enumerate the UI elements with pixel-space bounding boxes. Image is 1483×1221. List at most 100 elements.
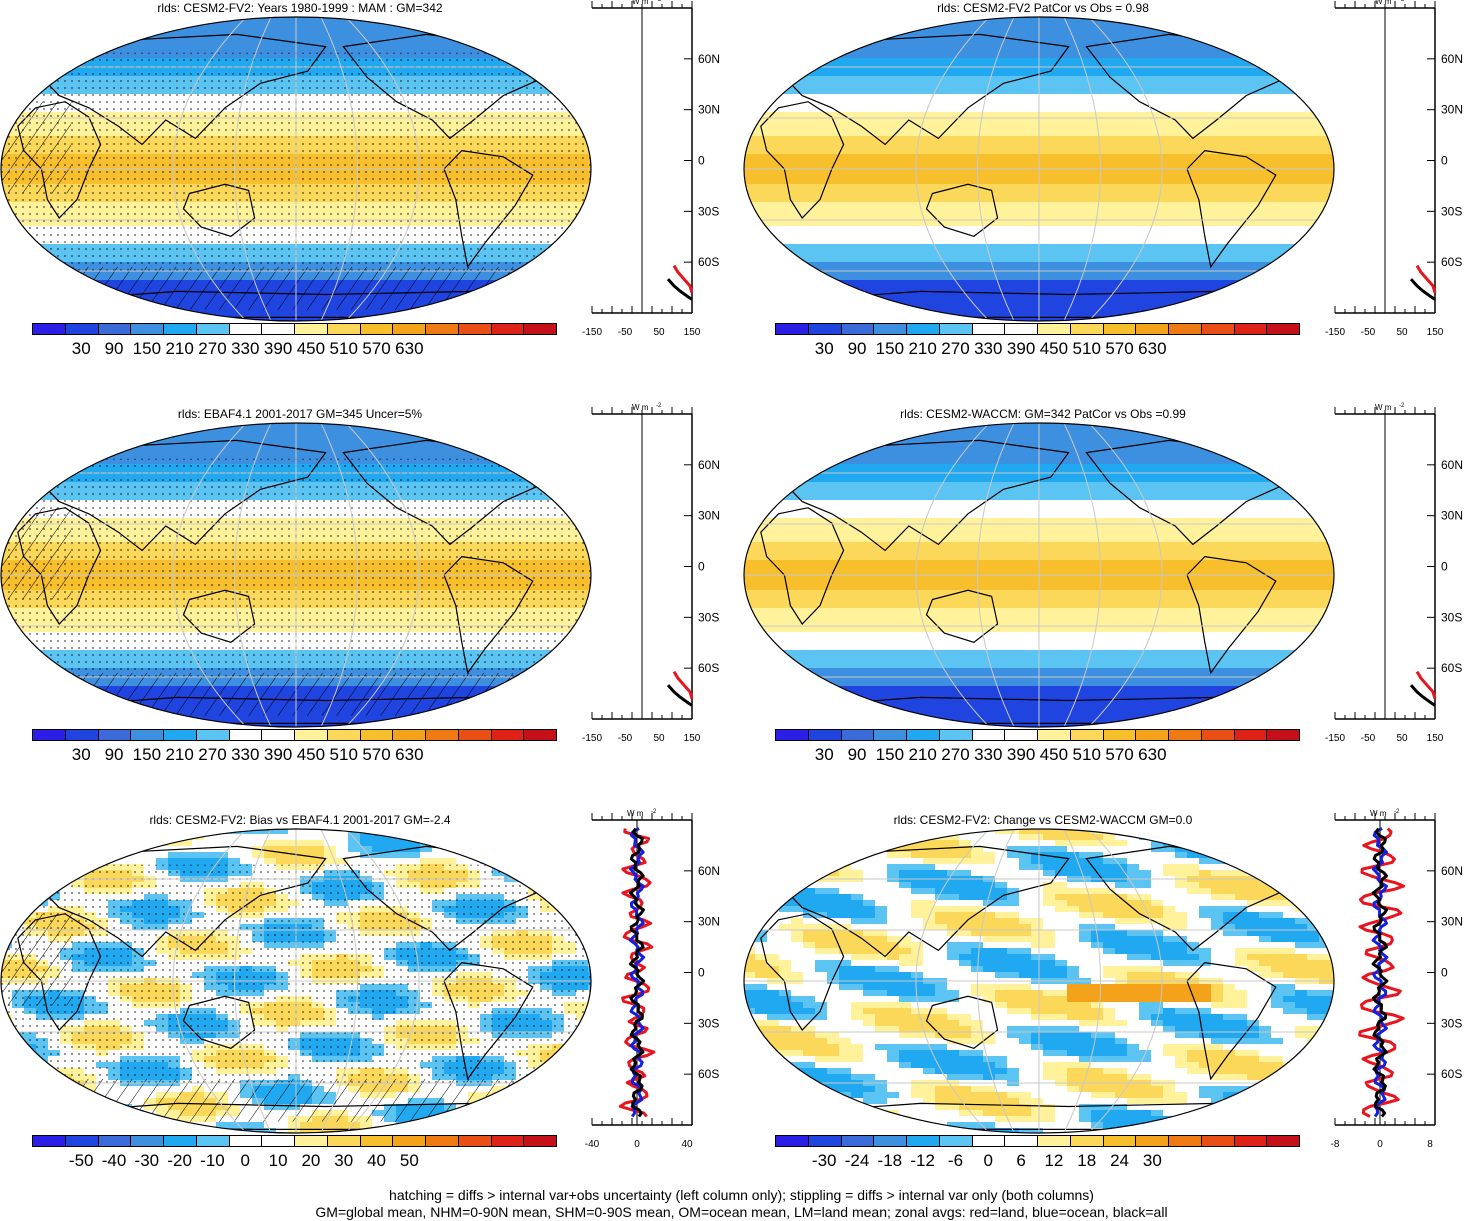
zonal-lat-label: 60N — [1441, 52, 1463, 66]
colorbar-label: -10 — [200, 1151, 225, 1170]
colorbar-swatch — [458, 730, 492, 740]
colorbar-label: 210 — [165, 339, 194, 358]
colorbar-swatch — [360, 324, 394, 334]
panel-patcor-fv2: rlds: CESM2-FV2 PatCor vs Obs = 0.98 30 9… — [743, 0, 1483, 400]
colorbar-label: 570 — [1105, 339, 1134, 358]
coastline — [925, 589, 999, 643]
colorbar-swatch — [907, 730, 940, 740]
map-field — [1, 829, 591, 1133]
colorbar-swatch — [393, 730, 426, 740]
colorbar-swatch — [1234, 1136, 1268, 1146]
world-map — [743, 16, 1335, 327]
colorbar-swatch — [1234, 730, 1268, 740]
map-field — [1, 17, 591, 321]
zonal-line-all — [1409, 278, 1436, 301]
colorbar-label: 90 — [847, 745, 867, 764]
zonal-line-all — [666, 278, 693, 301]
colorbar-swatch — [1070, 730, 1104, 740]
colorbar-label: 390 — [263, 745, 293, 764]
hatching-overlay — [1, 913, 72, 1006]
colorbar-label: 450 — [1039, 745, 1069, 764]
zonal-lat-label: 30N — [1441, 509, 1463, 523]
colorbar-label: 570 — [362, 745, 391, 764]
zonal-tick-label: 0 — [1377, 1139, 1383, 1150]
colorbar-label: 330 — [974, 745, 1003, 764]
colorbar-label: 150 — [132, 745, 162, 764]
colorbar-swatch — [426, 730, 459, 740]
colorbar-swatch — [808, 1136, 842, 1146]
colorbar-label: 18 — [1077, 1151, 1097, 1170]
zonal-line-all — [628, 827, 646, 1118]
colorbar-swatch — [196, 1136, 230, 1146]
colorbar-swatch — [524, 1136, 556, 1146]
colorbar-swatch — [1005, 324, 1038, 334]
zonal-mean-plot: 60N 30N 0 30S 60S W m -2 -150 -50 50 150 — [1325, 0, 1473, 346]
zonal-line-land — [672, 264, 694, 294]
colorbar-swatch — [1136, 1136, 1169, 1146]
colorbar-swatch — [33, 730, 66, 740]
colorbar-label: 10 — [268, 1151, 288, 1170]
colorbar-swatch — [939, 730, 973, 740]
zonal-tick-label: 8 — [1427, 1139, 1433, 1150]
colorbar-swatch — [1234, 324, 1268, 334]
coastline — [532, 433, 570, 463]
colorbar-label: 270 — [198, 745, 227, 764]
map-border — [743, 828, 1335, 1134]
colorbar-label: 210 — [165, 745, 194, 764]
colorbar — [32, 323, 557, 335]
zonal-lat-label: 0 — [698, 966, 705, 980]
zonal-lat-label: 0 — [1441, 154, 1448, 168]
colorbar-swatch — [907, 324, 940, 334]
colorbar-label: 270 — [941, 339, 970, 358]
colorbar-label: 630 — [1138, 745, 1167, 764]
colorbar-label: -20 — [167, 1151, 192, 1170]
colorbar-swatch — [33, 324, 66, 334]
colorbar-swatch — [808, 730, 842, 740]
graticule — [1, 423, 591, 727]
zonal-tick-label: -150 — [582, 327, 602, 338]
colorbar-label: 20 — [301, 1151, 321, 1170]
panel-title: rlds: EBAF4.1 2001-2017 GM=345 Uncer=5% — [177, 407, 423, 421]
colorbar-swatch — [327, 1136, 361, 1146]
zonal-lat-label: 60S — [1441, 1067, 1462, 1081]
zonal-lat-label: 60S — [1441, 255, 1462, 269]
colorbar-label: 90 — [104, 745, 124, 764]
hatching-overlay — [1, 507, 72, 600]
colorbar-swatch — [1136, 730, 1169, 740]
colorbar-swatch — [262, 324, 295, 334]
colorbar-label: 90 — [847, 339, 867, 358]
graticule — [1, 829, 591, 1133]
colorbar-swatch — [196, 324, 230, 334]
zonal-lat-label: 60N — [698, 458, 720, 472]
colorbar-swatch — [874, 730, 907, 740]
colorbar-swatch — [164, 1136, 197, 1146]
colorbar-swatch — [907, 1136, 940, 1146]
colorbar-swatch — [776, 730, 809, 740]
zonal-lat-label: 30N — [698, 103, 720, 117]
coastline — [1186, 961, 1277, 1081]
colorbar-label: 270 — [198, 339, 227, 358]
world-map — [743, 422, 1335, 733]
colorbar-label: 510 — [1072, 339, 1101, 358]
colorbar-swatch — [196, 730, 230, 740]
colorbar-swatch — [98, 324, 132, 334]
colorbar-swatch — [327, 730, 361, 740]
zonal-tick-label: 150 — [684, 733, 701, 744]
zonal-lat-label: 30N — [1441, 103, 1463, 117]
zonal-lat-label: 0 — [698, 154, 705, 168]
colorbar-swatch — [972, 1136, 1006, 1146]
coastline — [532, 27, 570, 57]
colorbar-label: -6 — [947, 1151, 964, 1170]
zonal-tick-label: 150 — [1427, 327, 1444, 338]
zonal-tick-label: 0 — [634, 1139, 640, 1150]
colorbar-swatch — [360, 730, 394, 740]
colorbar-swatch — [1267, 730, 1299, 740]
zonal-lat-label: 30S — [698, 204, 719, 218]
colorbar-label: 150 — [132, 339, 162, 358]
coastline — [783, 845, 1070, 958]
zonal-units: W m — [1375, 0, 1392, 6]
zonal-lat-label: 30S — [1441, 204, 1462, 218]
coastline — [760, 101, 845, 219]
zonal-mean-plot: 60N 30N 0 30S 60S W m -2 -150 -50 50 150 — [582, 0, 730, 346]
colorbar — [775, 729, 1300, 741]
